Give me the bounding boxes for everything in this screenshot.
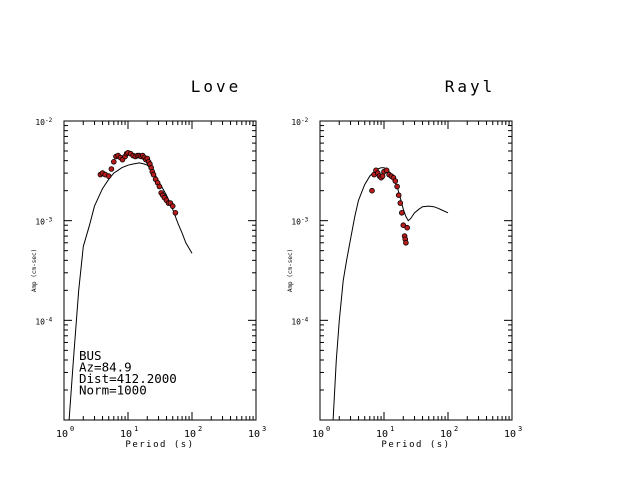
chart-title: Love [191,77,242,96]
x-tick-label-exponent: 1 [390,425,394,433]
x-tick-label-base: 10 [120,429,132,440]
data-point [150,171,157,178]
x-tick-label-exponent: 3 [518,425,522,433]
x-tick-label-exponent: 0 [326,425,330,433]
plot-frame [63,120,257,421]
data-point [383,167,390,174]
data-point [403,240,409,246]
data-point [400,222,407,229]
data-point [169,203,176,209]
chart-title: Rayl [445,77,496,96]
y-tick-label: 10 -4 [35,316,52,326]
observed-points [369,167,411,246]
y-tick-label-exponent: -2 [45,117,53,124]
x-tick-label-base: 10 [248,429,260,440]
x-tick-label-exponent: 0 [70,425,74,433]
x-tick-label-exponent: 1 [134,425,138,433]
x-tick-label: 10 1 [120,425,138,440]
annotation-line: Dist=412.2000 [79,371,177,386]
x-tick-label-exponent: 3 [262,425,266,433]
data-point [111,159,117,165]
data-point [172,210,179,216]
y-axis-label: Amp (cm-sec) [31,249,38,292]
x-tick-label: 10 2 [184,425,202,440]
x-axis-label: Period (s) [125,440,194,450]
x-tick-label-base: 10 [376,429,388,440]
data-point [108,166,115,172]
y-tick-label-exponent: -2 [301,117,309,124]
annotation-line: Norm=1000 [79,383,147,398]
data-point [156,183,163,190]
x-tick-label: 10 2 [440,425,458,440]
y-tick-label: 10 -4 [291,316,308,326]
y-tick-label: 10 -2 [291,117,308,127]
x-tick-label-base: 10 [440,429,452,440]
y-tick-label-base: 10 [35,317,45,326]
x-tick-label-exponent: 2 [198,425,202,433]
x-tick-label: 10 3 [504,425,522,440]
y-tick-label-exponent: -4 [45,316,53,323]
x-axis-label: Period (s) [381,440,450,450]
y-tick-label-exponent: -4 [301,316,309,323]
x-tick-label-base: 10 [184,429,196,440]
data-point [394,183,400,190]
x-tick-label-base: 10 [312,429,324,440]
data-point [404,224,411,231]
x-tick-label-exponent: 2 [454,425,458,433]
x-tick-label: 10 0 [56,425,74,440]
x-tick-label: 10 1 [376,425,394,440]
y-tick-label-base: 10 [35,118,45,127]
observed-points [97,150,179,216]
annotation-line: Az=84.9 [79,360,132,375]
y-tick-label: 10 -3 [291,217,308,227]
annotation-line: BUS [79,348,102,363]
plot-frame [319,120,513,421]
y-tick-label-base: 10 [291,317,301,326]
x-tick-label-base: 10 [56,429,68,440]
data-point [369,187,375,194]
data-point [397,200,404,206]
y-tick-label-exponent: -3 [301,217,309,224]
y-tick-label: 10 -3 [35,217,52,227]
data-point [395,192,402,199]
data-point [392,178,399,184]
y-tick-label-base: 10 [291,118,301,127]
x-tick-label: 10 0 [312,425,330,440]
y-tick-label-exponent: -3 [45,217,53,224]
data-point [105,173,112,179]
y-tick-label-base: 10 [291,218,301,227]
y-axis-label: Amp (cm-sec) [287,249,294,292]
x-tick-label: 10 3 [248,425,266,440]
x-tick-label-base: 10 [504,429,516,440]
y-tick-label-base: 10 [35,218,45,227]
data-point [398,210,405,216]
model-curve [332,167,449,421]
y-tick-label: 10 -2 [35,117,52,127]
